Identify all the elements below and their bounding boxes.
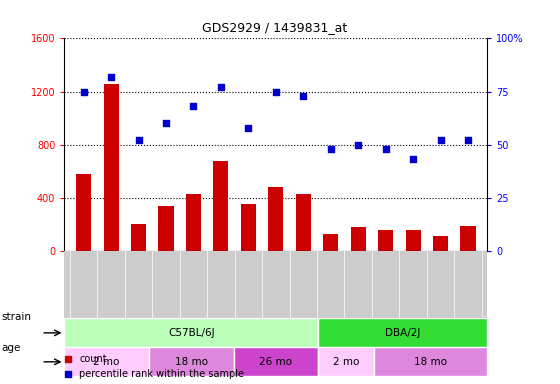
Point: [106, 74, 115, 80]
Bar: [64, 318, 318, 348]
Bar: [131, 224, 146, 251]
Bar: [241, 204, 256, 251]
Text: C57BL/6J: C57BL/6J: [168, 328, 214, 338]
Point: [354, 142, 363, 148]
Bar: [234, 348, 318, 376]
Text: 18 mo: 18 mo: [414, 357, 447, 367]
Point: [326, 146, 335, 152]
Point: [381, 146, 390, 152]
Point: [79, 88, 88, 94]
Point: [409, 156, 418, 162]
Bar: [186, 194, 201, 251]
Text: age: age: [1, 343, 21, 353]
Point: [134, 137, 143, 144]
Point: [216, 84, 225, 90]
Point: [464, 137, 473, 144]
Text: 2 mo: 2 mo: [94, 357, 120, 367]
Bar: [296, 194, 311, 251]
Bar: [323, 233, 338, 251]
Bar: [318, 348, 375, 376]
Legend: count, percentile rank within the sample: count, percentile rank within the sample: [61, 350, 248, 383]
Bar: [268, 187, 283, 251]
Bar: [375, 348, 487, 376]
Point: [244, 124, 253, 131]
Text: GDS2929 / 1439831_at: GDS2929 / 1439831_at: [202, 21, 347, 34]
Point: [161, 120, 170, 126]
Bar: [158, 206, 174, 251]
Bar: [76, 174, 91, 251]
Bar: [351, 227, 366, 251]
Bar: [460, 225, 475, 251]
Point: [271, 88, 280, 94]
Bar: [405, 230, 421, 251]
Text: DBA/2J: DBA/2J: [385, 328, 421, 338]
Text: 26 mo: 26 mo: [259, 357, 292, 367]
Text: 2 mo: 2 mo: [333, 357, 360, 367]
Point: [436, 137, 445, 144]
Bar: [433, 236, 448, 251]
Bar: [213, 161, 228, 251]
Bar: [318, 318, 487, 348]
Point: [299, 93, 308, 99]
Point: [189, 103, 198, 109]
Bar: [149, 348, 234, 376]
Bar: [378, 230, 393, 251]
Text: strain: strain: [1, 312, 31, 322]
Text: 18 mo: 18 mo: [175, 357, 208, 367]
Bar: [64, 348, 149, 376]
Bar: [104, 84, 119, 251]
